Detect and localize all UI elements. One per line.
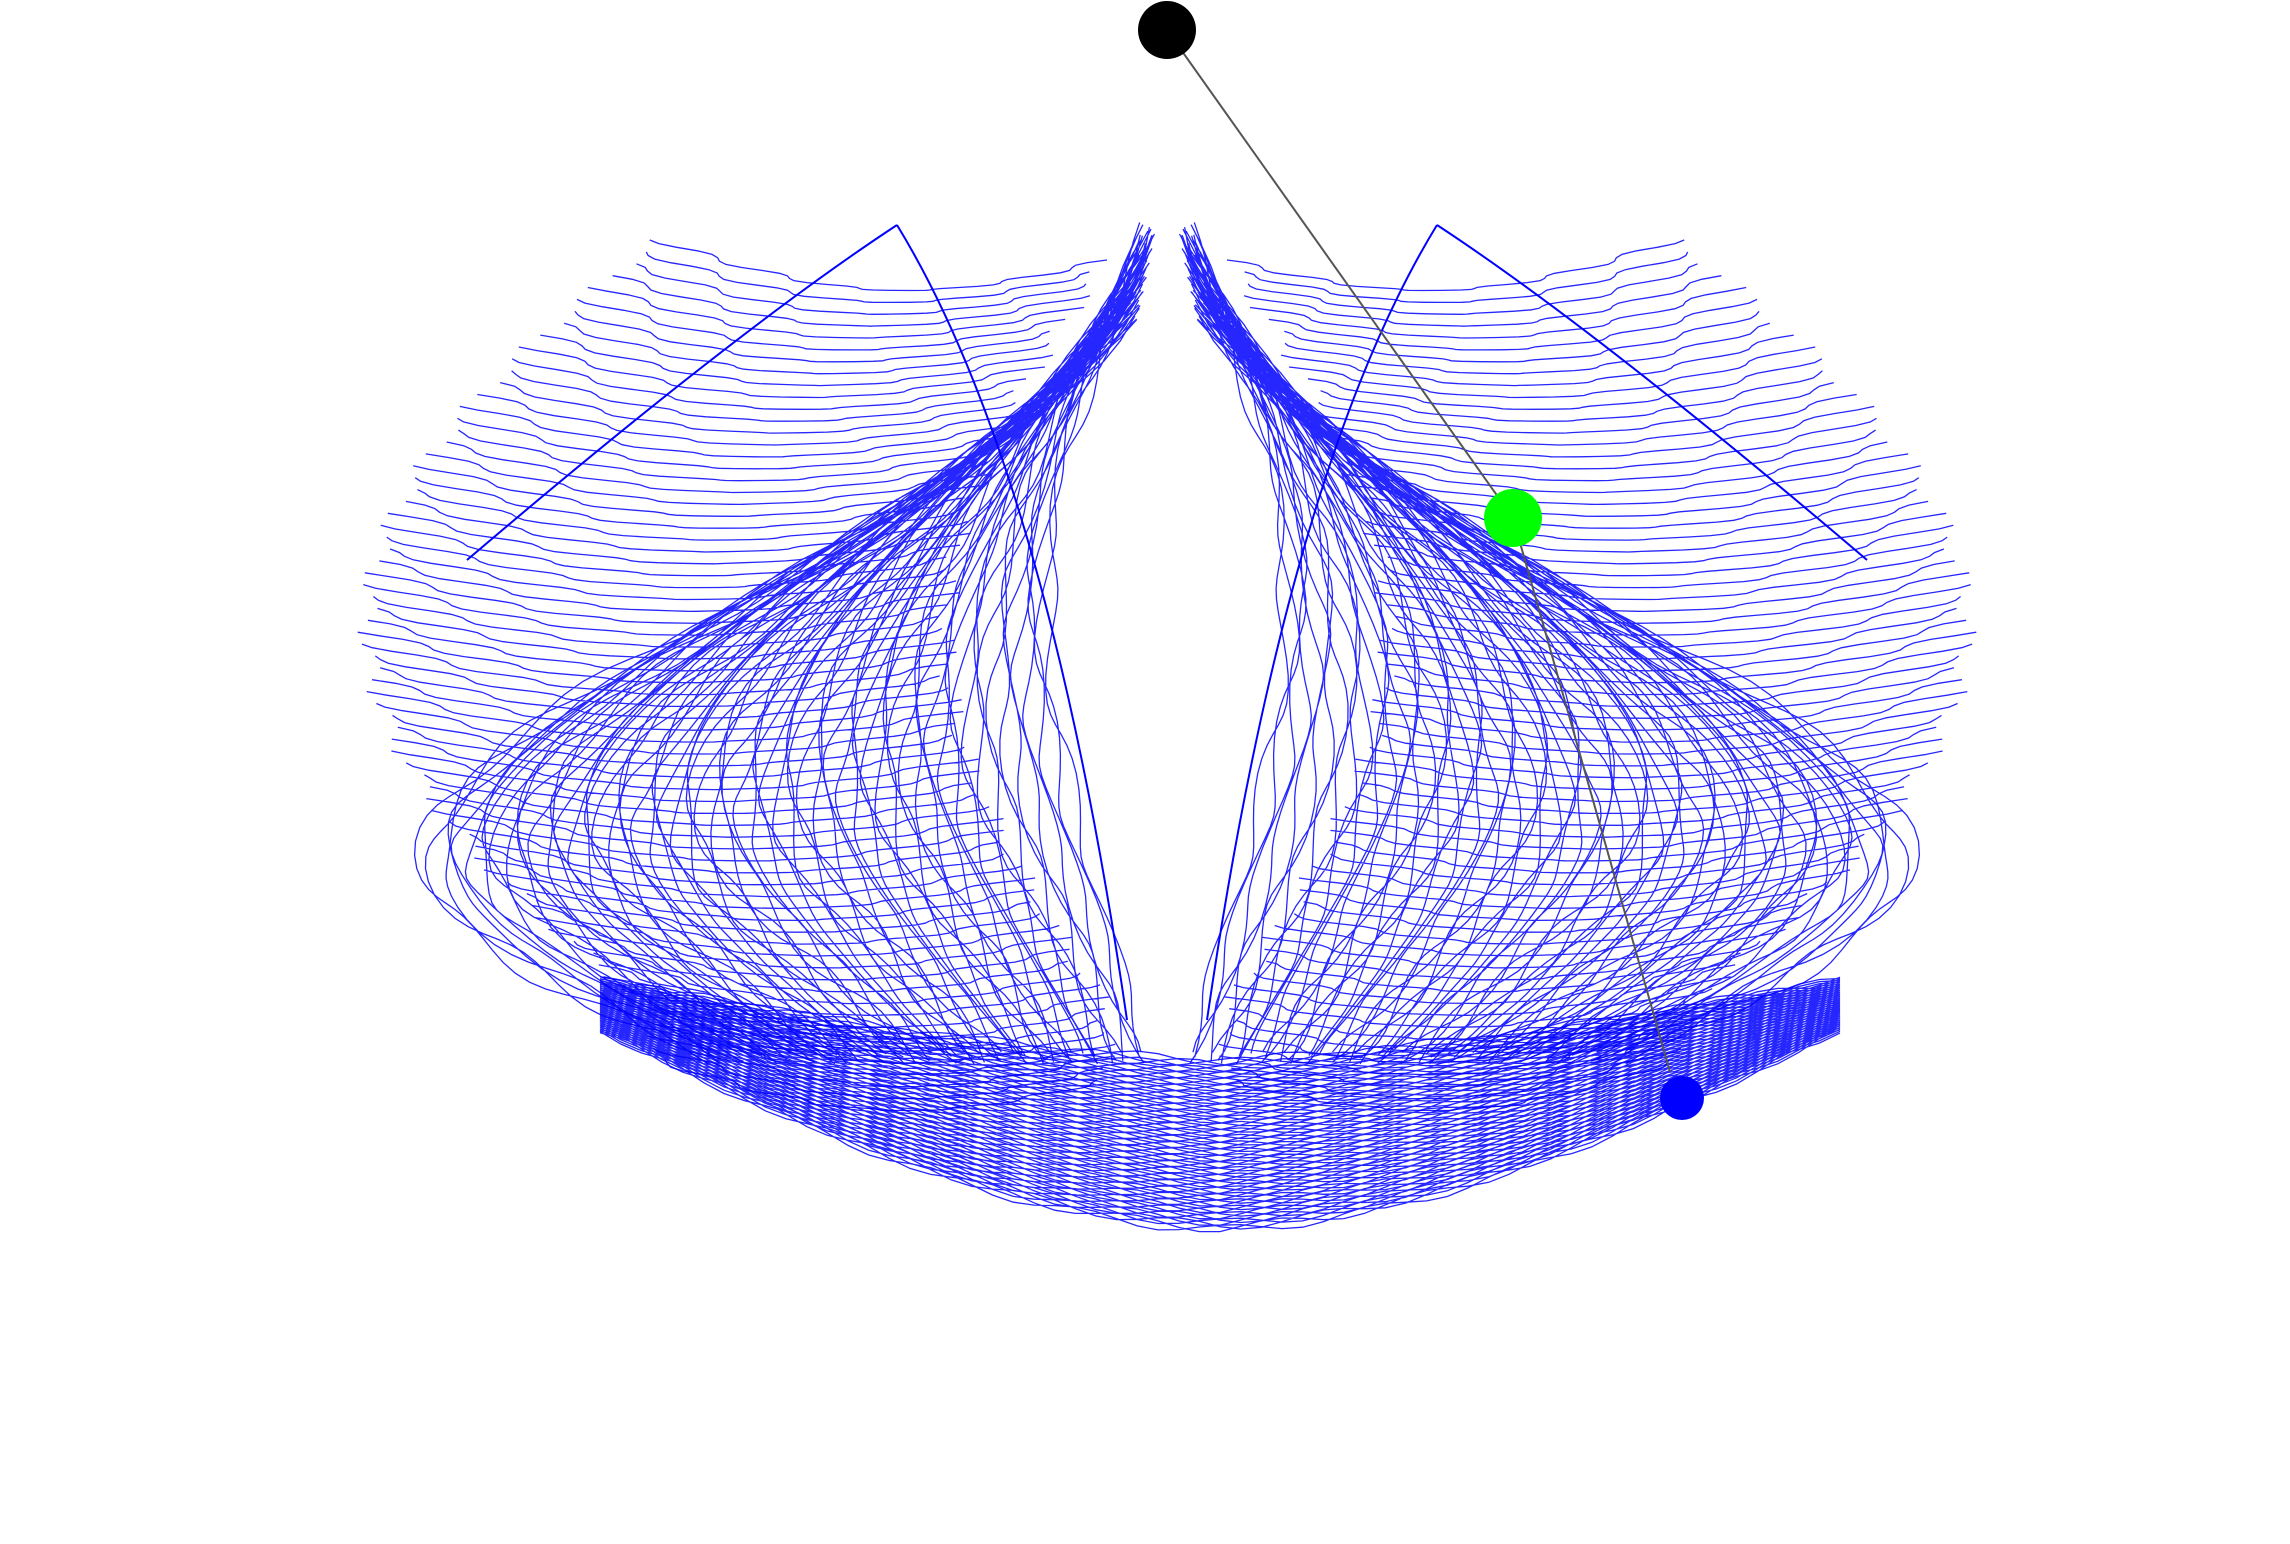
lower-rod [1512,517,1671,1073]
upper-rod [1166,29,1514,519]
pendulum-trace [357,222,1977,1233]
left-tip-edge [466,224,1128,1021]
bottom-band-trace [599,976,1841,1233]
middle-bob [1484,489,1542,547]
pivot-point [1138,1,1196,59]
end-bob [1660,1076,1704,1120]
right-tip-edge [1206,224,1868,1021]
left-lobe-trace [357,222,1156,1112]
right-lobe-trace [1178,222,1977,1112]
